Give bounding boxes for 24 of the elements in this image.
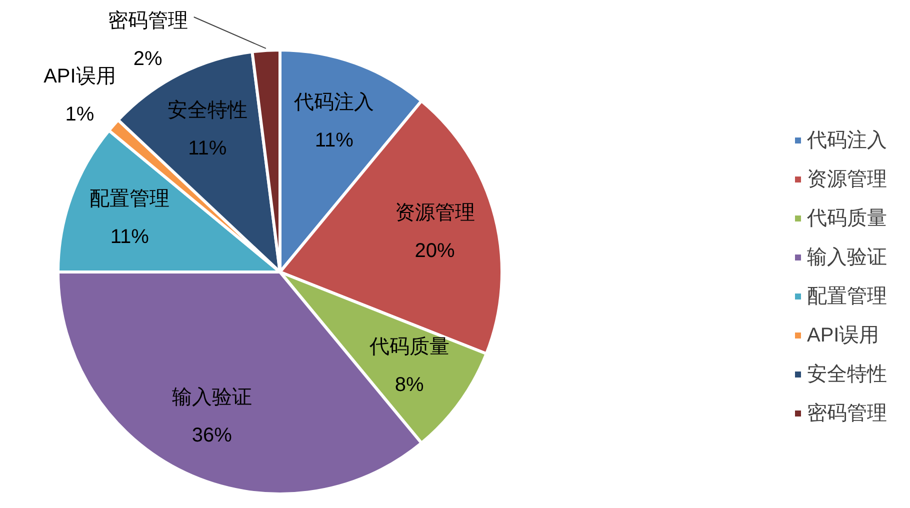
slice-label: 代码注入 [293, 92, 374, 114]
slice-label: 输入验证 [172, 386, 252, 409]
legend-label: API误用 [807, 324, 880, 346]
legend-label: 代码质量 [806, 208, 887, 230]
slice-label: 密码管理 [108, 10, 188, 32]
slice-label: API误用 [44, 65, 116, 88]
legend-label: 安全特性 [807, 364, 887, 386]
legend-label: 资源管理 [807, 168, 887, 190]
legend-label: 代码注入 [806, 130, 887, 152]
legend-label: 密码管理 [807, 402, 887, 424]
slice-label: 资源管理 [394, 202, 475, 224]
data-label: 36% [192, 424, 232, 447]
data-label: 2% [133, 48, 163, 70]
data-label: 11% [314, 130, 354, 152]
data-label: 8% [394, 374, 424, 396]
data-label: 1% [65, 103, 94, 126]
slice-label: 代码质量 [368, 336, 450, 358]
legend-label: 输入验证 [807, 246, 887, 268]
legend-label: 配置管理 [807, 286, 887, 308]
data-label: 20% [414, 240, 456, 262]
slice-label: 配置管理 [90, 188, 170, 210]
data-label: 11% [110, 226, 150, 248]
slice-label: 安全特性 [167, 100, 248, 122]
data-label: 11% [188, 138, 227, 160]
